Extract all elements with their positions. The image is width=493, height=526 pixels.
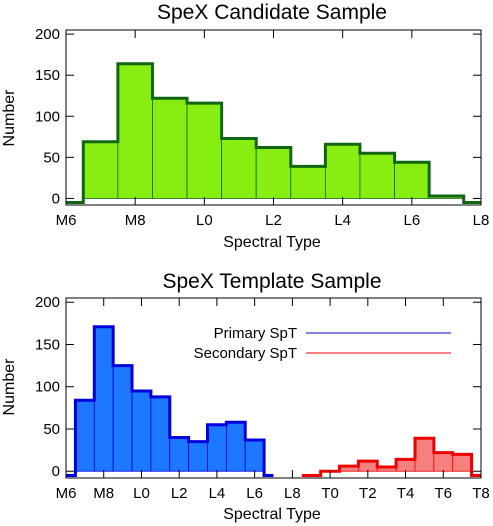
histogram-bar bbox=[207, 424, 227, 472]
x-tick-label: T4 bbox=[397, 485, 415, 502]
y-axis-ticks: 0 50 100 150 200 bbox=[35, 26, 481, 207]
x-tick-label: T0 bbox=[321, 485, 339, 502]
histogram-bar bbox=[452, 453, 472, 472]
x-tick-label: T8 bbox=[472, 485, 490, 502]
template-sample-panel: SpeX Template Sample 0 50 100 150 200 M6 M8 L0… bbox=[1, 270, 490, 523]
x-tick-label: M6 bbox=[56, 212, 77, 229]
histogram-bars bbox=[66, 62, 481, 205]
histogram-bar bbox=[394, 161, 430, 199]
histogram-bar bbox=[82, 141, 119, 199]
x-axis-label: Spectral Type bbox=[223, 506, 321, 523]
x-tick-label: T2 bbox=[359, 485, 377, 502]
histogram-bar bbox=[75, 399, 95, 472]
histogram-bar bbox=[324, 143, 361, 199]
candidate-sample-panel: SpeX Candidate Sample 0 50 100 150 200 M6 M8 L… bbox=[1, 1, 489, 251]
x-tick-label: L6 bbox=[246, 485, 263, 502]
x-axis-ticks: M6 M8 L0 L2 L4 L6 L8 T0 T2 T4 T6 T8 bbox=[56, 298, 490, 502]
histogram-outline bbox=[66, 62, 481, 205]
chart-title: SpeX Template Sample bbox=[162, 270, 381, 293]
histogram-bar bbox=[93, 326, 114, 472]
histogram-bar bbox=[112, 365, 133, 472]
x-tick-label: T6 bbox=[435, 485, 453, 502]
x-tick-label: L4 bbox=[334, 212, 351, 229]
histogram-outline bbox=[66, 325, 274, 477]
y-tick-label: 50 bbox=[43, 149, 60, 166]
x-tick-label: L8 bbox=[473, 212, 490, 229]
y-tick-label: 100 bbox=[35, 379, 60, 396]
histogram-bar bbox=[221, 138, 257, 199]
legend-label-primary: Primary SpT bbox=[214, 325, 297, 342]
legend-label-secondary: Secondary SpT bbox=[194, 345, 297, 362]
y-tick-label: 200 bbox=[35, 294, 60, 311]
histogram-bars bbox=[66, 325, 481, 477]
y-tick-label: 0 bbox=[52, 463, 60, 480]
histogram-bar bbox=[186, 102, 223, 199]
histogram-bar bbox=[357, 460, 378, 472]
histogram-outline bbox=[301, 436, 481, 477]
y-tick-label: 200 bbox=[35, 26, 60, 43]
y-tick-label: 50 bbox=[43, 421, 60, 438]
histogram-bar bbox=[117, 63, 153, 199]
plot-frame bbox=[65, 297, 482, 479]
x-tick-label: M8 bbox=[125, 212, 146, 229]
y-axis-label: Number bbox=[1, 358, 18, 416]
histogram-bar bbox=[290, 165, 326, 199]
histogram-bar bbox=[359, 152, 395, 199]
y-tick-label: 150 bbox=[35, 336, 60, 353]
y-axis-label: Number bbox=[1, 89, 18, 147]
x-tick-label: L6 bbox=[403, 212, 420, 229]
y-tick-label: 0 bbox=[52, 190, 60, 207]
histogram-bar bbox=[150, 396, 171, 472]
histogram-bar bbox=[225, 421, 246, 472]
histogram-bar bbox=[152, 97, 188, 199]
x-tick-label: L8 bbox=[284, 485, 301, 502]
histogram-bar bbox=[395, 459, 416, 472]
x-axis-label: Spectral Type bbox=[223, 234, 321, 251]
histogram-bar bbox=[244, 439, 265, 472]
histogram-bar bbox=[255, 147, 292, 199]
histogram-bar bbox=[188, 441, 208, 472]
x-tick-label: L2 bbox=[265, 212, 282, 229]
x-axis-ticks: M6 M8 L0 L2 L4 L6 L8 bbox=[56, 30, 490, 229]
x-tick-label: M8 bbox=[93, 485, 114, 502]
x-tick-label: L2 bbox=[171, 485, 188, 502]
histogram-bar bbox=[169, 437, 190, 472]
chart-title: SpeX Candidate Sample bbox=[157, 1, 387, 24]
legend: Primary SpT Secondary SpT bbox=[194, 325, 451, 362]
y-axis-ticks: 0 50 100 150 200 bbox=[35, 294, 481, 480]
y-tick-label: 100 bbox=[35, 108, 60, 125]
x-tick-label: L0 bbox=[133, 485, 150, 502]
histogram-bar bbox=[414, 437, 435, 472]
y-tick-label: 150 bbox=[35, 67, 60, 84]
histogram-bar bbox=[131, 390, 152, 472]
histogram-bar bbox=[433, 452, 454, 472]
x-tick-label: L4 bbox=[209, 485, 226, 502]
x-tick-label: M6 bbox=[56, 485, 77, 502]
x-tick-label: L0 bbox=[196, 212, 213, 229]
